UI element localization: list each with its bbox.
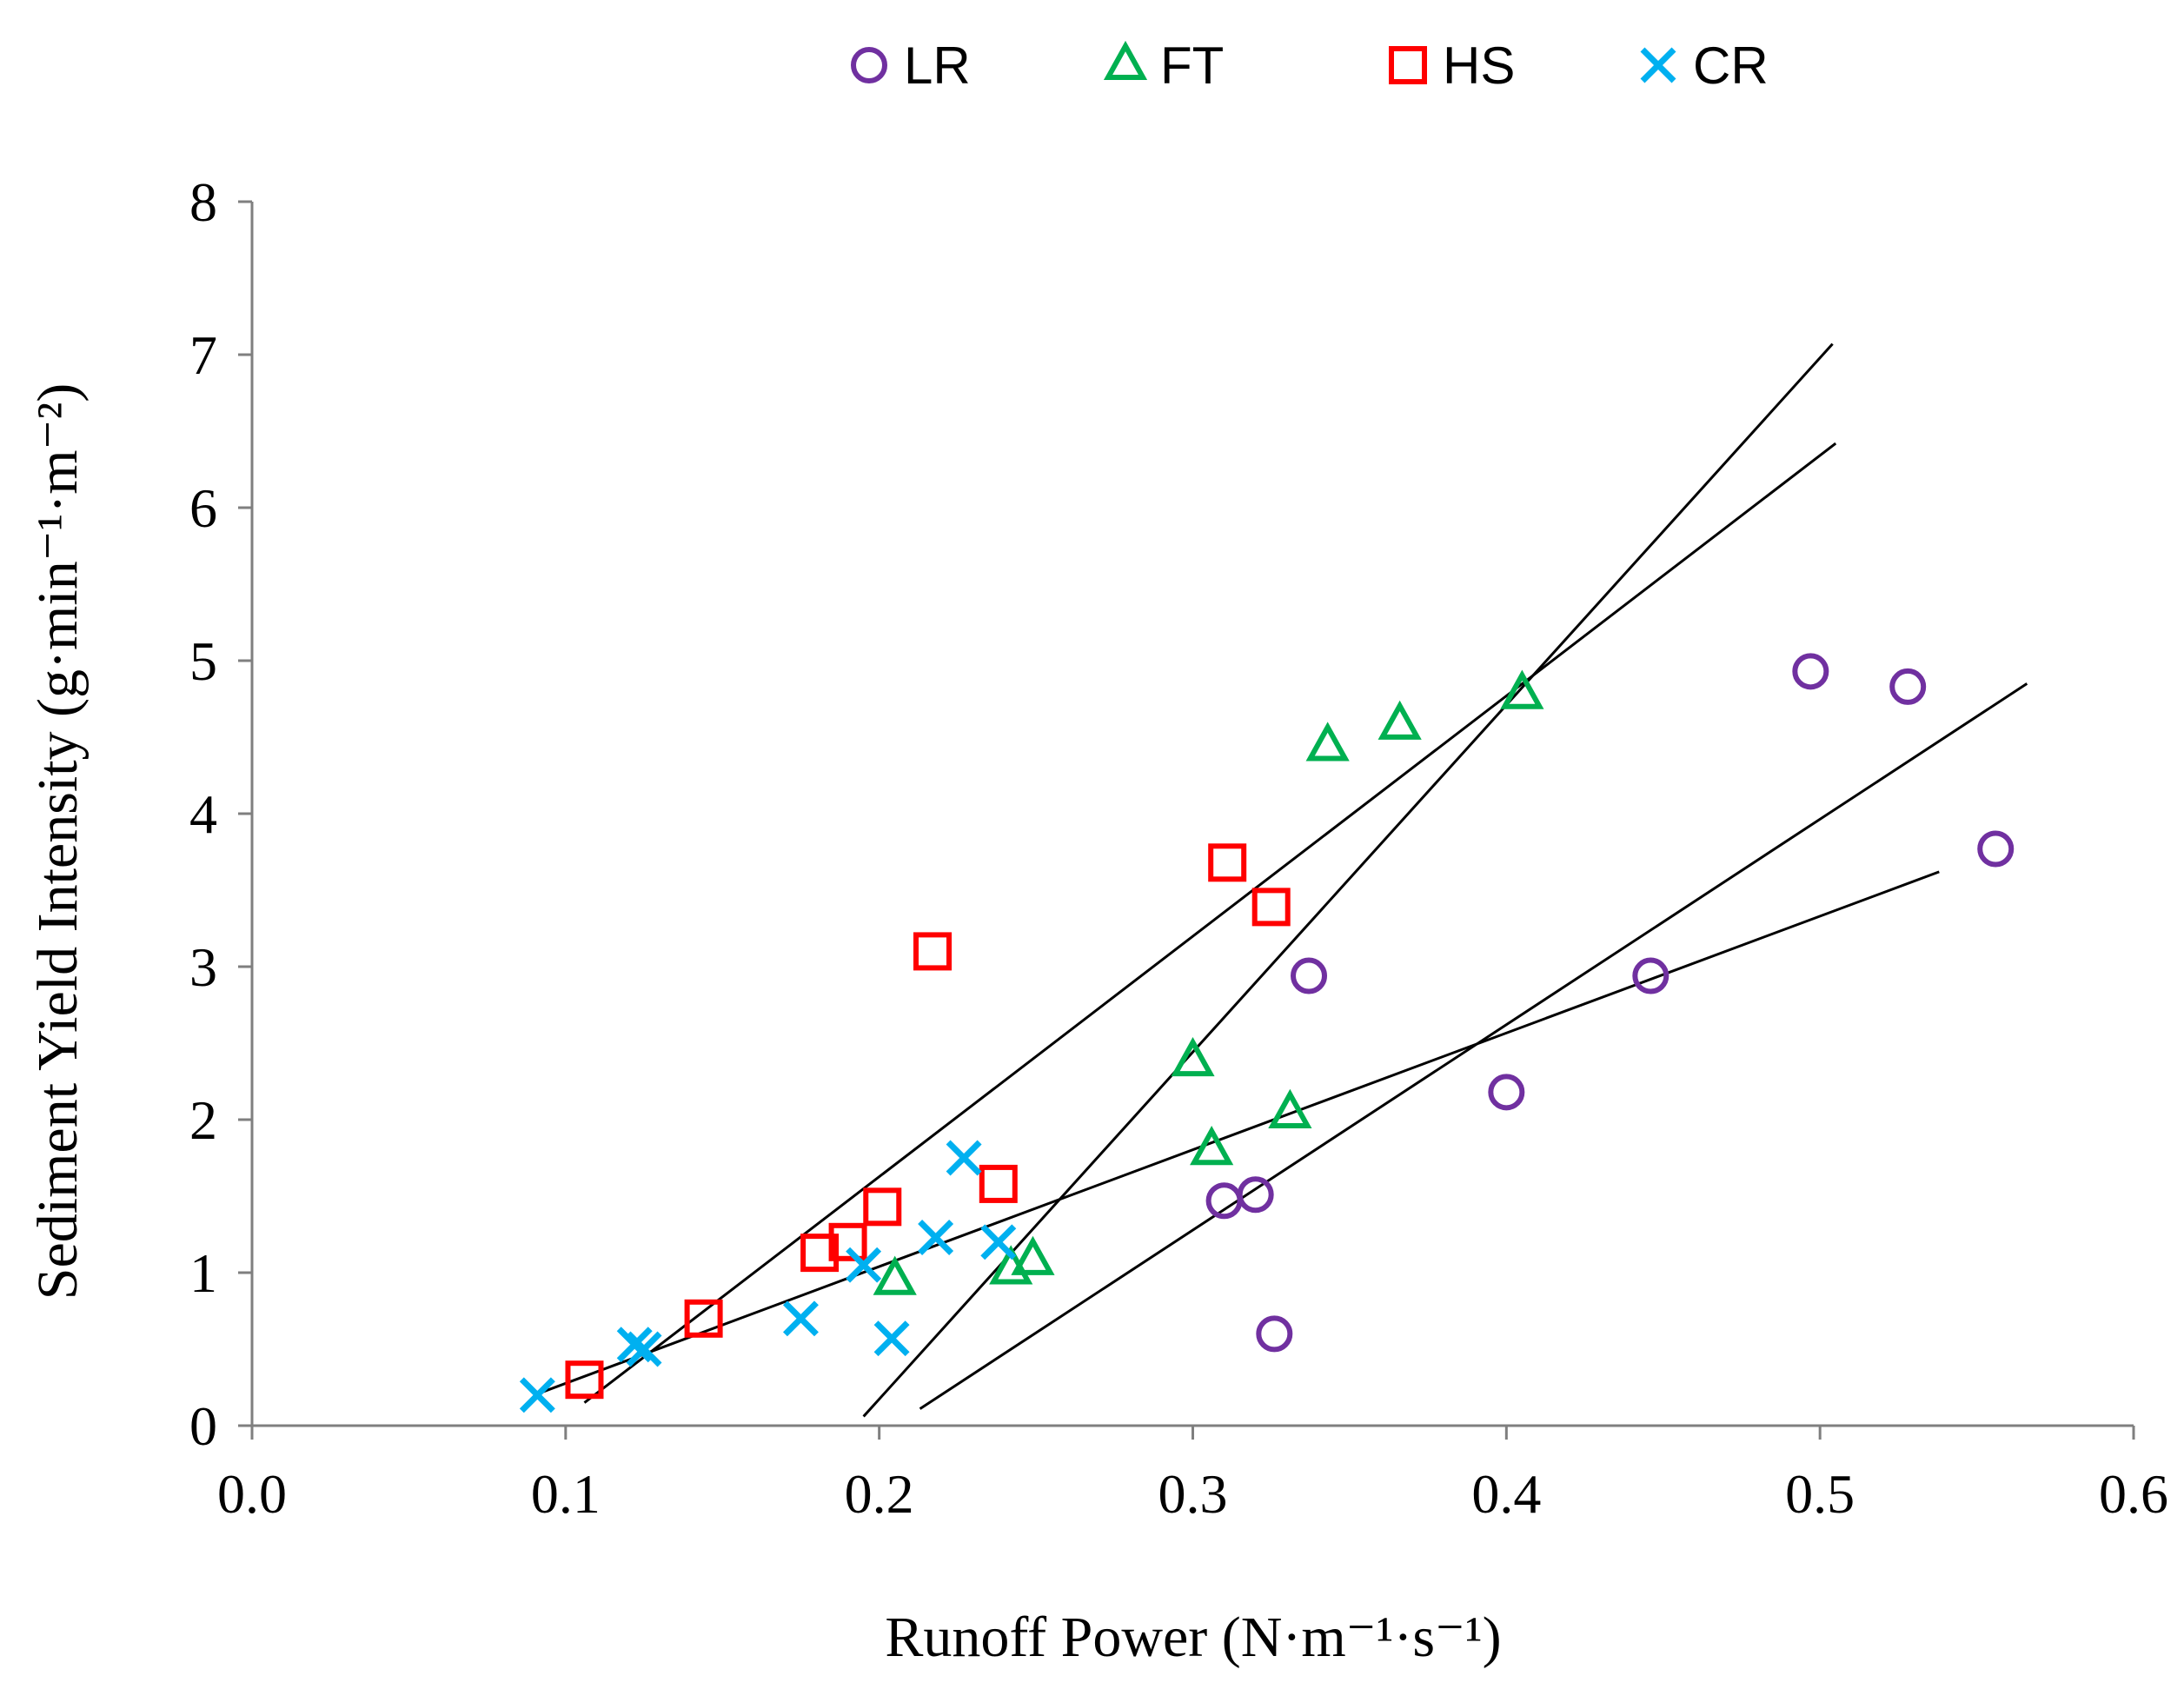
- trendline: [534, 870, 1940, 1397]
- x-tick-label: 0.3: [1158, 1463, 1228, 1525]
- point-cr: [846, 1247, 882, 1283]
- point-lr: [1977, 830, 2015, 868]
- x-tick-label: 0.4: [1471, 1463, 1541, 1525]
- legend-item-cr: CR: [1640, 37, 1769, 95]
- point-lr: [1488, 1074, 1525, 1111]
- y-tick-label: 2: [189, 1089, 217, 1151]
- point-cr: [782, 1300, 819, 1337]
- point-cr: [980, 1224, 1017, 1260]
- point-cr: [946, 1140, 982, 1176]
- point-cr: [918, 1220, 954, 1255]
- point-hs: [1251, 888, 1291, 927]
- point-lr: [1889, 668, 1927, 705]
- y-tick-label: 7: [189, 324, 217, 386]
- point-hs: [565, 1360, 604, 1400]
- x-tick-label: 0.5: [1785, 1463, 1855, 1525]
- point-ft: [1171, 1036, 1215, 1077]
- x-tick-label: 0.1: [531, 1463, 601, 1525]
- legend-label: FT: [1160, 37, 1224, 95]
- x-tick-label: 0.6: [2099, 1463, 2168, 1525]
- point-cr: [873, 1320, 910, 1357]
- trendlines: [534, 343, 2028, 1418]
- legend-marker-cr: [1640, 47, 1676, 83]
- point-lr: [1792, 653, 1829, 690]
- legend-item-lr: LR: [851, 37, 971, 95]
- point-ft: [1190, 1126, 1234, 1166]
- legend-label: HS: [1443, 37, 1515, 95]
- legend-marker-lr: [851, 47, 887, 83]
- series-ft: [873, 669, 1544, 1295]
- y-tick-label: 0: [189, 1395, 217, 1457]
- y-tick-label: 8: [189, 171, 217, 233]
- point-hs: [828, 1222, 867, 1261]
- legend-label: CR: [1693, 37, 1769, 95]
- data-points: [519, 653, 2015, 1413]
- trendline: [862, 343, 1834, 1418]
- point-ft: [1011, 1235, 1055, 1275]
- point-hs: [913, 932, 953, 971]
- y-axis-label: Sediment Yield Intensity (g·min⁻¹·m⁻²): [26, 383, 90, 1300]
- x-tick-label: 0.2: [845, 1463, 914, 1525]
- point-ft: [873, 1255, 917, 1295]
- axes: 0 1 2 3 4 5 6 7 8 0.0 0.1 0.2 0.3 0.4 0.5 0.6: [189, 171, 2168, 1525]
- point-lr: [1237, 1176, 1274, 1214]
- point-hs: [863, 1187, 902, 1227]
- legend-marker-ft: [1103, 40, 1148, 80]
- point-ft: [1268, 1088, 1312, 1128]
- point-hs: [979, 1164, 1018, 1203]
- series-cr: [519, 1140, 1017, 1413]
- legend-label: LR: [904, 37, 971, 95]
- point-cr: [519, 1377, 555, 1413]
- trendline: [583, 442, 1837, 1404]
- x-tick-label: 0.0: [217, 1463, 287, 1525]
- point-ft: [1500, 669, 1544, 709]
- point-ft: [1377, 700, 1422, 740]
- point-ft: [1305, 722, 1350, 762]
- trendline: [919, 682, 2028, 1410]
- y-tick-label: 5: [189, 630, 217, 692]
- x-axis-label: Runoff Power (N·m⁻¹·s⁻¹): [885, 1606, 1501, 1669]
- point-hs: [1208, 843, 1247, 882]
- y-tick-label: 3: [189, 936, 217, 998]
- point-lr: [1256, 1315, 1293, 1353]
- point-cr: [626, 1331, 662, 1367]
- point-cr: [616, 1327, 653, 1363]
- point-hs: [800, 1234, 840, 1273]
- legend-item-hs: HS: [1389, 37, 1515, 95]
- series-hs: [565, 843, 1291, 1400]
- legend: LR FT HS CR: [851, 37, 1769, 95]
- legend-marker-hs: [1389, 46, 1427, 84]
- point-lr: [1291, 957, 1328, 994]
- legend-item-ft: FT: [1103, 37, 1224, 95]
- series-lr: [1205, 653, 2015, 1353]
- point-lr: [1205, 1182, 1243, 1220]
- point-hs: [684, 1299, 723, 1338]
- y-tick-label: 4: [189, 783, 217, 845]
- y-tick-label: 1: [189, 1242, 217, 1304]
- y-tick-label: 6: [189, 477, 217, 539]
- point-lr: [1632, 957, 1670, 994]
